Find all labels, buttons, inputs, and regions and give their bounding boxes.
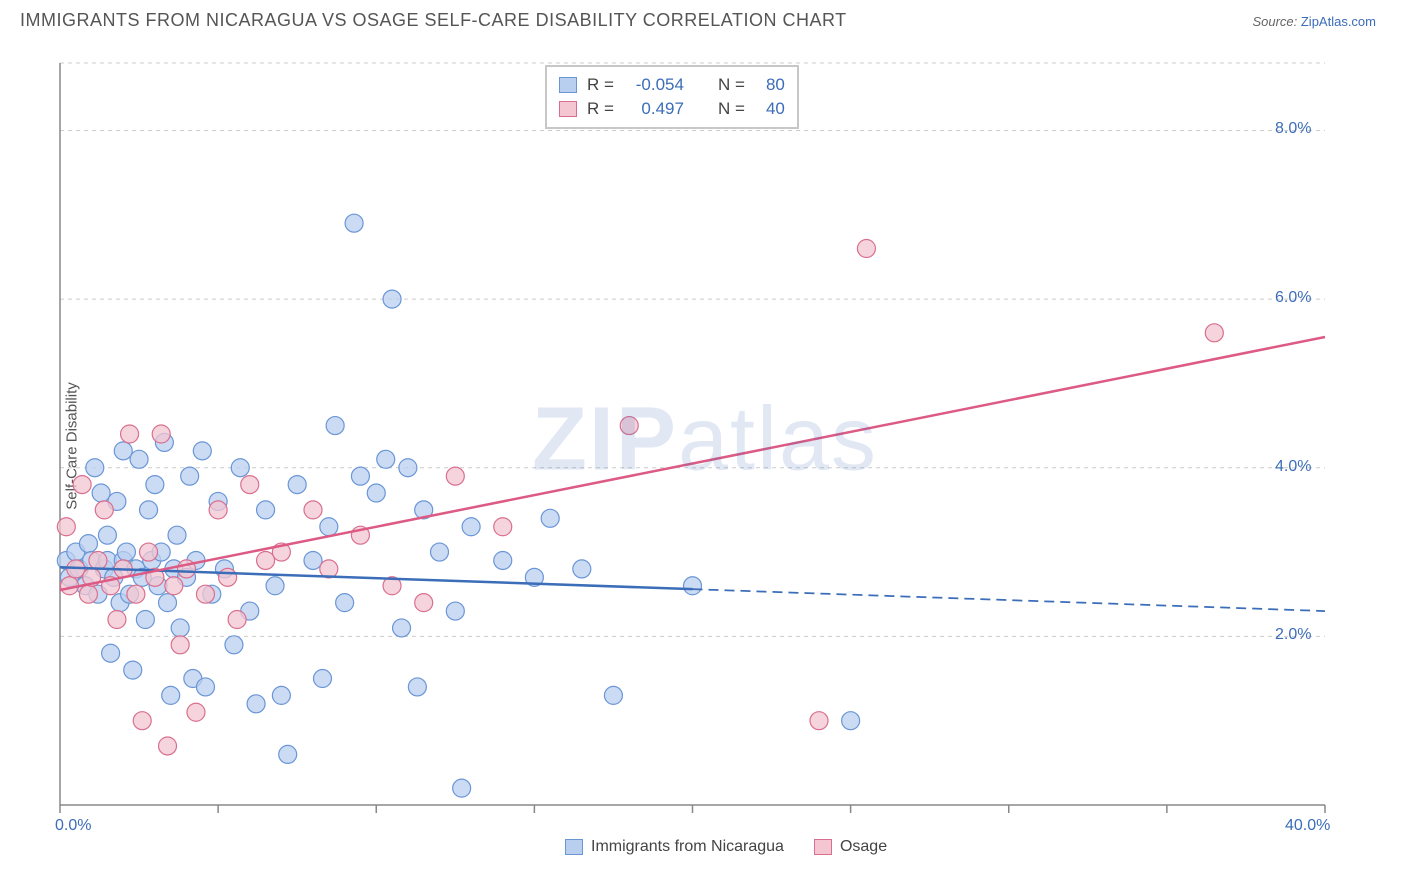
source-label: Source: bbox=[1252, 14, 1300, 29]
stat-r-label: R = bbox=[587, 75, 614, 95]
plot-area: ZIPatlas R =-0.054N =80R =0.497N =40 Imm… bbox=[50, 45, 1360, 835]
stat-r-label: R = bbox=[587, 99, 614, 119]
legend-swatch-icon bbox=[814, 839, 832, 855]
stat-r-value: 0.497 bbox=[624, 99, 684, 119]
y-tick-label: 6.0% bbox=[1275, 289, 1311, 307]
stat-legend-row: R = -0.054 N = 80 bbox=[559, 73, 785, 97]
legend-label: Immigrants from Nicaragua bbox=[591, 838, 784, 856]
stat-r-value: -0.054 bbox=[624, 75, 684, 95]
statistics-legend: R = -0.054 N = 80 R = 0.497 N = 40 bbox=[545, 65, 799, 129]
scatter-plot-svg bbox=[50, 45, 1360, 835]
stat-n-value: 80 bbox=[755, 75, 785, 95]
x-tick-label: 40.0% bbox=[1285, 817, 1330, 835]
legend-swatch-icon bbox=[559, 77, 577, 93]
legend-item: Osage bbox=[814, 838, 887, 856]
y-tick-label: 4.0% bbox=[1275, 458, 1311, 476]
legend-swatch-icon bbox=[565, 839, 583, 855]
y-tick-label: 8.0% bbox=[1275, 120, 1311, 138]
source-link[interactable]: ZipAtlas.com bbox=[1301, 14, 1376, 29]
stat-legend-row: R = 0.497 N = 40 bbox=[559, 97, 785, 121]
chart-container: IMMIGRANTS FROM NICARAGUA VS OSAGE SELF-… bbox=[0, 0, 1406, 892]
source-attribution: Source: ZipAtlas.com bbox=[1252, 14, 1376, 29]
stat-n-value: 40 bbox=[755, 99, 785, 119]
legend-item: Immigrants from Nicaragua bbox=[565, 838, 784, 856]
legend-swatch-icon bbox=[559, 101, 577, 117]
legend-label: Osage bbox=[840, 838, 887, 856]
chart-title: IMMIGRANTS FROM NICARAGUA VS OSAGE SELF-… bbox=[20, 10, 847, 31]
y-tick-label: 2.0% bbox=[1275, 626, 1311, 644]
series-legend: Immigrants from Nicaragua Osage bbox=[565, 838, 887, 856]
x-tick-label: 0.0% bbox=[55, 817, 91, 835]
stat-n-label: N = bbox=[718, 75, 745, 95]
stat-n-label: N = bbox=[718, 99, 745, 119]
